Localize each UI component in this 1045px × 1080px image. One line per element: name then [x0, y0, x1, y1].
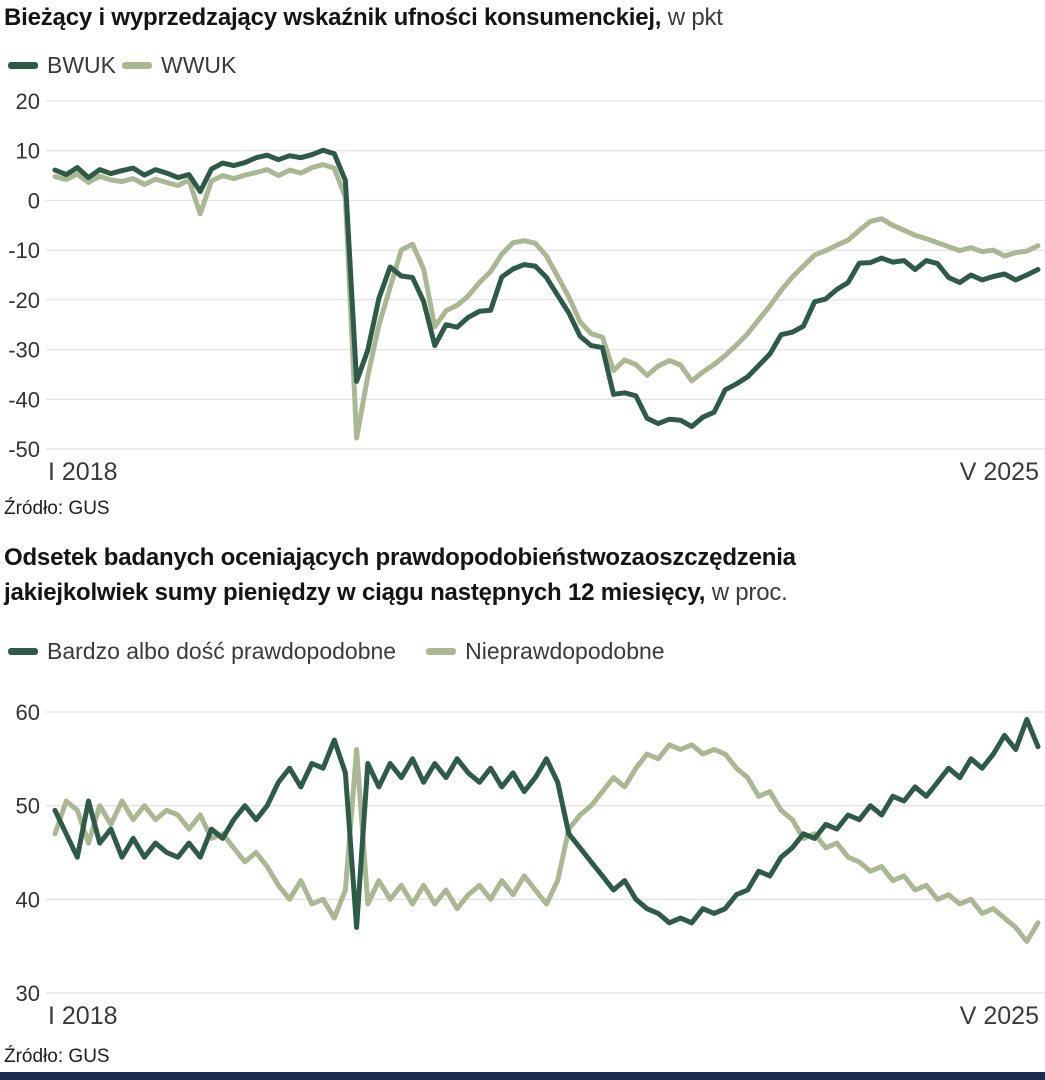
y-tick-label: -20: [8, 288, 40, 313]
chart2-source: Źródło: GUS: [4, 1046, 110, 1067]
y-tick-label: 60: [16, 700, 40, 725]
chart1-legend: BWUK WWUK: [8, 52, 236, 79]
y-tick-label: 20: [16, 89, 40, 114]
bottom-accent-bar: [0, 1072, 1045, 1080]
chart2-title-unit: w proc.: [711, 579, 788, 606]
chart1-source: Źródło: GUS: [4, 498, 110, 519]
chart2-title-line1: Odsetek badanych oceniających prawdopodo…: [4, 544, 796, 571]
savings-probability-chart: 60 50 40 30: [16, 700, 1045, 1006]
legend-label-wwuk: WWUK: [161, 52, 237, 78]
chart2-x-start-label: I 2018: [48, 1002, 118, 1030]
legend-swatch-bwuk: [8, 62, 38, 69]
series-line-wwuk: [52, 162, 1041, 441]
chart2-x-axis: I 2018 V 2025: [48, 1002, 1039, 1031]
chart1-title: Bieżący i wyprzedzający wskaźnik ufności…: [4, 4, 723, 32]
legend-swatch-improbable: [426, 648, 457, 655]
series-line-bwuk: [52, 147, 1041, 430]
y-tick-label: 50: [16, 794, 40, 819]
legend-swatch-probable: [8, 648, 38, 655]
series-line-nieprawdopodobne: [52, 742, 1041, 944]
legend-label-probable: Bardzo albo dość prawdopodobne: [47, 638, 397, 664]
series-line-bardzo-albo-dość-prawdopodobne: [52, 717, 1041, 930]
chart2-title-line2: jakiejkolwiek sumy pieniędzy w ciągu nas…: [4, 579, 706, 606]
chart1-x-axis: I 2018 V 2025: [48, 458, 1039, 487]
consumer-confidence-chart: 20 10 0 -10 -20 -30 -40 -50: [8, 89, 1045, 462]
y-tick-label: 10: [16, 139, 40, 164]
chart1-x-start-label: I 2018: [48, 458, 118, 486]
legend-label-improbable: Nieprawdopodobne: [465, 638, 665, 664]
chart1-x-end-label: V 2025: [959, 458, 1039, 486]
y-tick-label: 30: [16, 981, 40, 1006]
y-tick-label: -10: [8, 238, 40, 263]
y-tick-label: 0: [28, 188, 40, 213]
legend-label-bwuk: BWUK: [47, 52, 116, 78]
y-tick-label: -40: [8, 387, 40, 412]
legend-swatch-wwuk: [122, 62, 152, 69]
chart1-title-unit: w pkt: [667, 4, 723, 31]
chart1-title-text: Bieżący i wyprzedzający wskaźnik ufności…: [4, 4, 662, 31]
y-tick-label: -30: [8, 338, 40, 363]
chart2-title: Odsetek badanych oceniających prawdopodo…: [4, 540, 796, 610]
chart2-legend: Bardzo albo dość prawdopodobne Nieprawdo…: [8, 638, 665, 665]
y-tick-label: 40: [16, 887, 40, 912]
chart2-x-end-label: V 2025: [959, 1002, 1039, 1030]
y-tick-label: -50: [8, 437, 40, 462]
